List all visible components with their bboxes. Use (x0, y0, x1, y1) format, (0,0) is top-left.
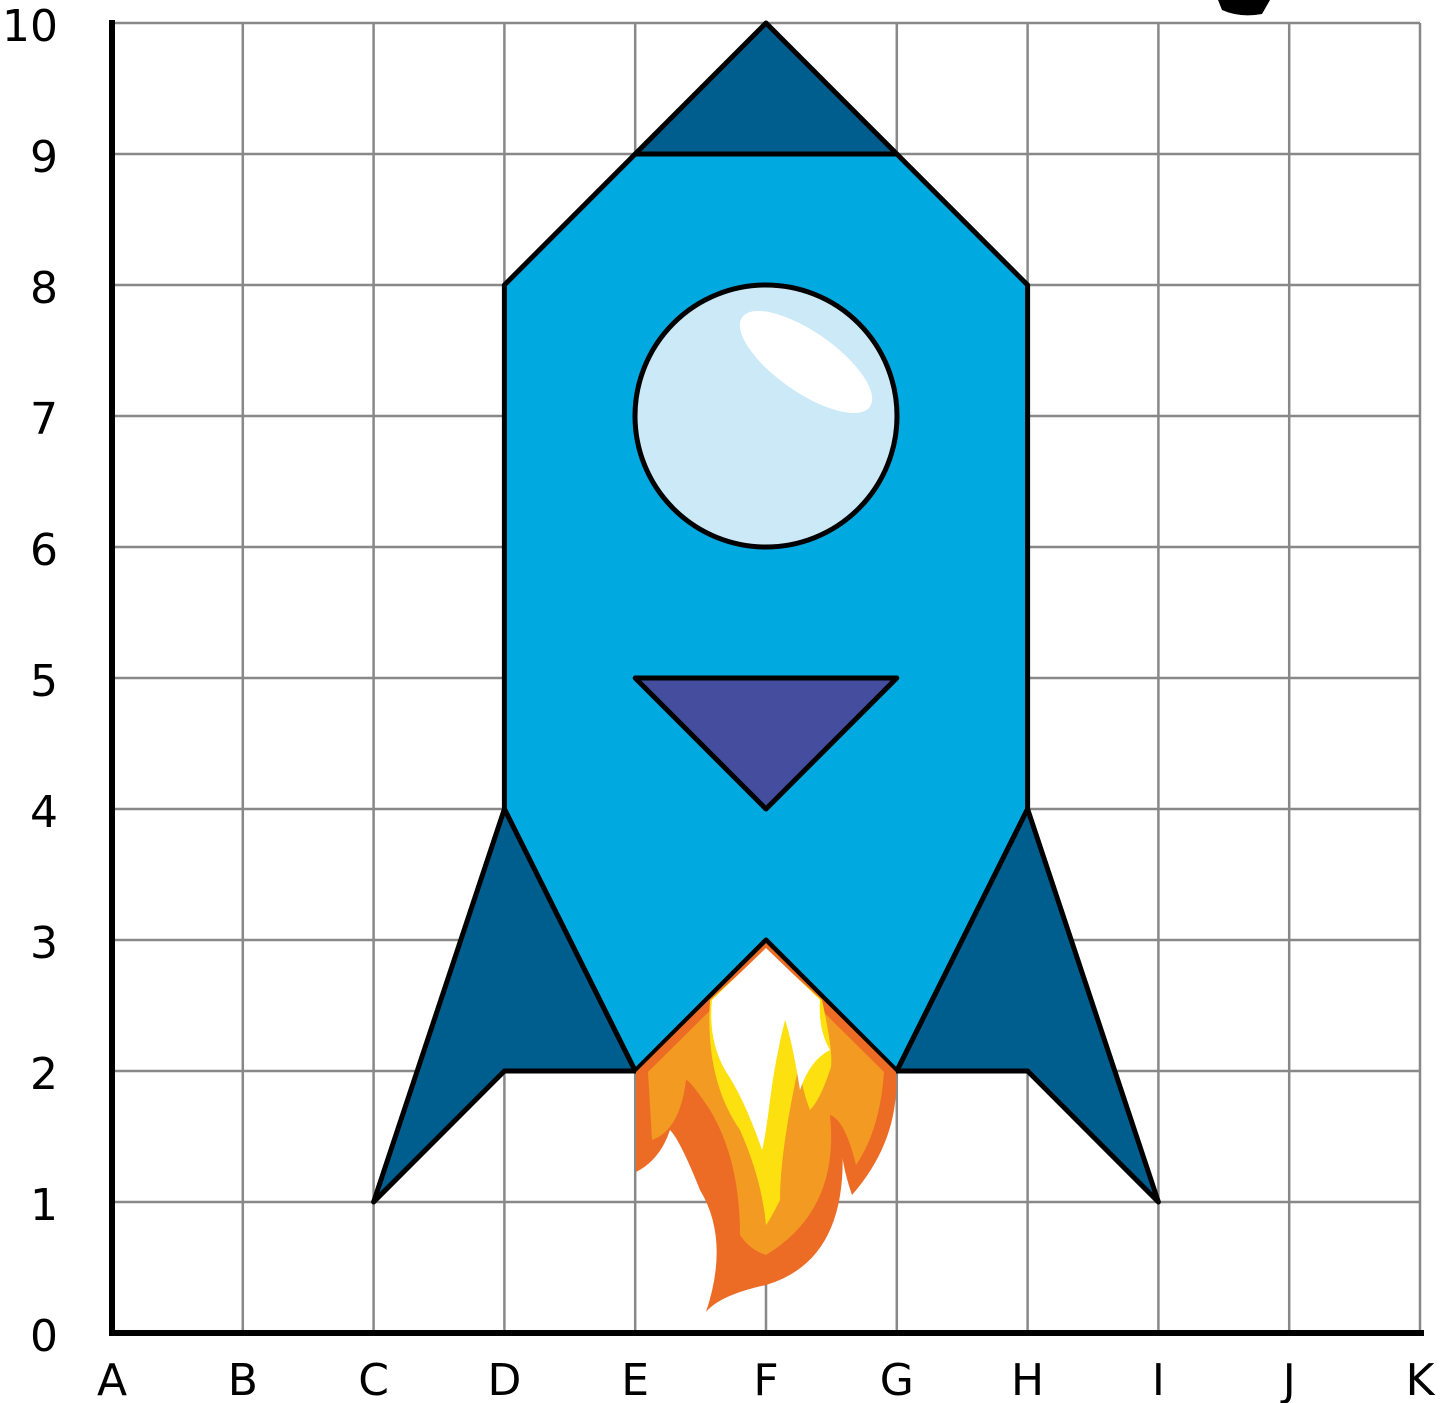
x-label: D (487, 1355, 521, 1403)
y-label: 6 (30, 525, 58, 576)
x-label: J (1280, 1355, 1296, 1403)
y-label: 5 (30, 656, 58, 707)
x-label: A (97, 1355, 127, 1403)
rocket (374, 23, 1159, 1312)
cut-off-letter (1218, 0, 1270, 15)
y-label: 2 (30, 1049, 58, 1100)
y-label: 10 (2, 1, 58, 52)
y-label: 1 (30, 1180, 58, 1231)
y-label: 3 (30, 918, 58, 969)
coordinate-grid: A B C D E F G H I J K 0 1 2 3 4 5 6 7 8 9 10 (0, 0, 1440, 1403)
x-label: H (1011, 1355, 1044, 1403)
y-label: 9 (30, 132, 58, 183)
page: ABCDEFGHIJK012345678910 (() => { const d… (0, 0, 1440, 1403)
y-label: 0 (30, 1311, 58, 1362)
x-label: C (358, 1355, 389, 1403)
y-label: 8 (30, 263, 58, 314)
y-label: 7 (30, 394, 58, 445)
y-label: 4 (30, 787, 58, 838)
x-label: E (621, 1355, 649, 1403)
rocket-nose (635, 23, 897, 154)
x-label: K (1406, 1355, 1436, 1403)
x-label: G (880, 1355, 914, 1403)
x-label: F (753, 1355, 778, 1403)
x-label: B (228, 1355, 258, 1403)
x-label: I (1152, 1355, 1165, 1403)
